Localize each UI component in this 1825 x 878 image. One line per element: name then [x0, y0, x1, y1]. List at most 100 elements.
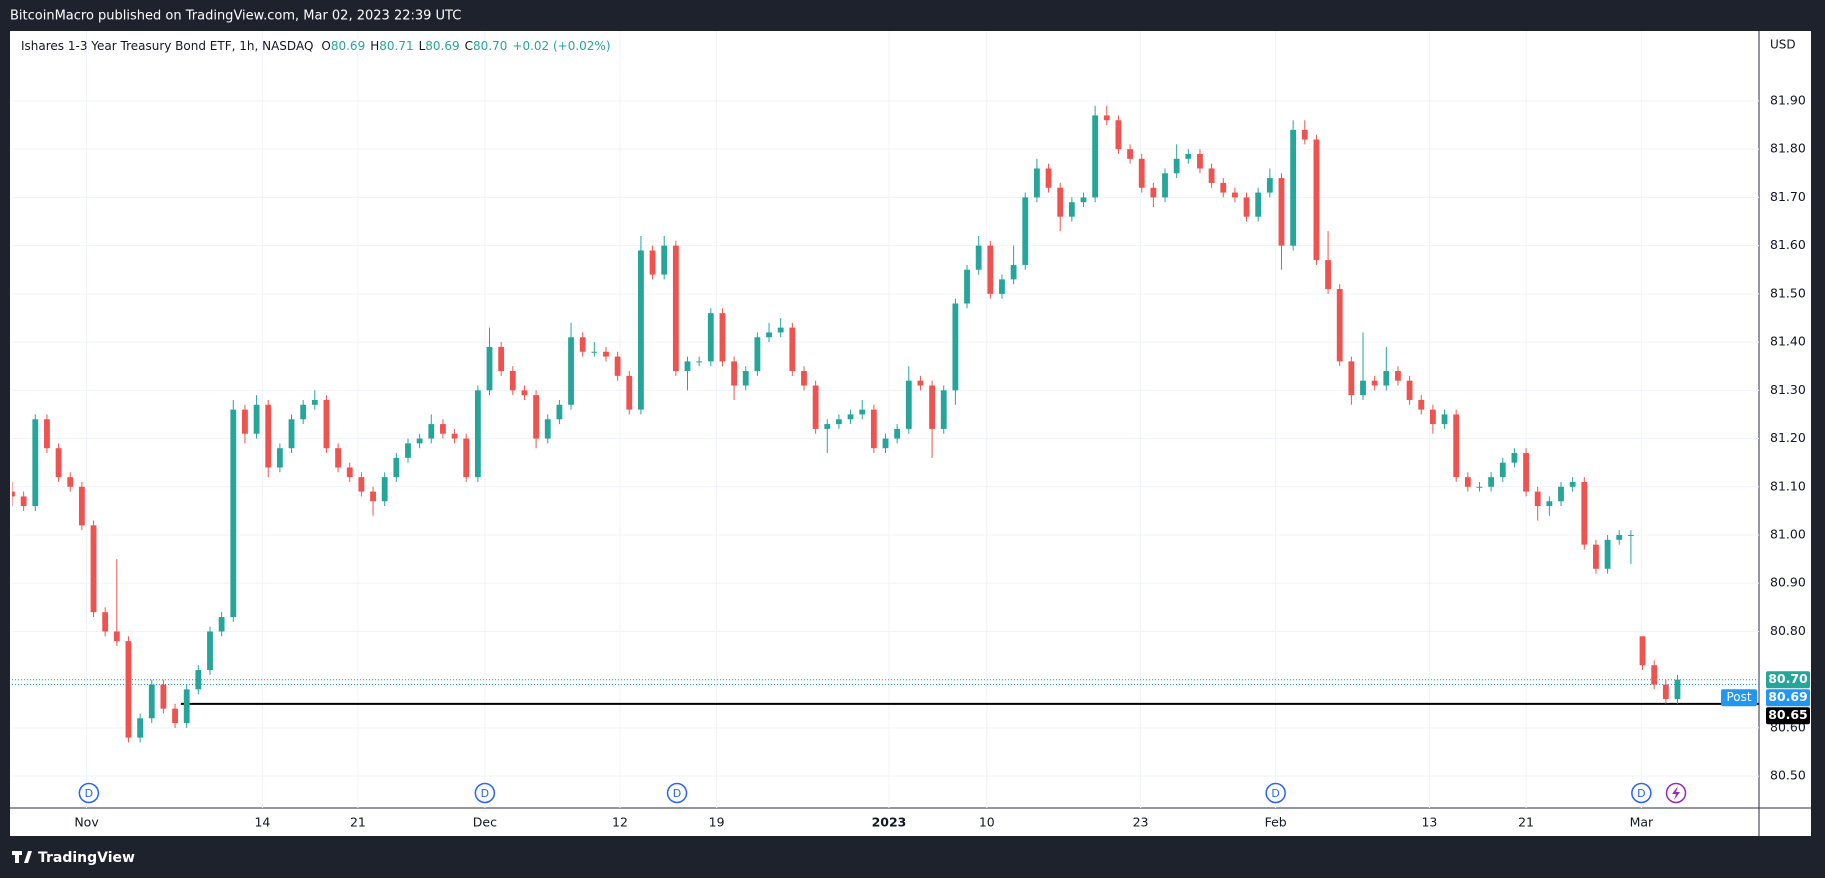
candle-body [1115, 120, 1122, 150]
candle-body [975, 245, 982, 270]
candle-body [859, 409, 866, 415]
candle-body [649, 250, 656, 275]
candle-body [870, 409, 877, 449]
candle-body [1546, 501, 1553, 507]
candle-body [1662, 684, 1669, 699]
y-tick-label: 81.20 [1770, 430, 1806, 445]
candle-body [603, 351, 609, 357]
candle-body [1499, 462, 1506, 478]
candle-body [696, 361, 703, 363]
y-tick-label: 81.10 [1770, 478, 1806, 493]
candle-body [474, 390, 481, 478]
candle-body [1208, 168, 1215, 183]
candle-body [1616, 535, 1623, 540]
x-tick-label: Feb [1265, 815, 1287, 830]
candle-body [1558, 486, 1564, 502]
candle-body [1464, 477, 1471, 487]
candle-body [102, 612, 109, 632]
candle-body [905, 380, 912, 429]
candle-body [218, 617, 225, 632]
candle-body [90, 525, 97, 613]
candle-body [1243, 197, 1250, 217]
candle-body [1138, 158, 1145, 188]
candle-body [323, 399, 330, 449]
candle-body [1569, 481, 1576, 487]
candle-body [428, 424, 435, 439]
candle-body [300, 404, 307, 420]
candle-body [1534, 491, 1541, 507]
y-tick-label: 81.30 [1770, 382, 1806, 397]
candle-body [1383, 371, 1390, 386]
x-tick-label: 14 [254, 815, 270, 830]
x-tick-label: 19 [709, 815, 725, 830]
price-label: 80.70 [1768, 671, 1808, 686]
candle-body [276, 448, 283, 468]
dividend-marker [1631, 782, 1652, 804]
candle-body [288, 419, 295, 449]
ohlc-key: C [465, 39, 473, 53]
candle-body [44, 419, 50, 449]
candle-body [917, 380, 924, 386]
candle-body [20, 496, 27, 507]
candle-body [1045, 168, 1052, 188]
y-tick-label: 81.00 [1770, 527, 1806, 542]
candle-body [614, 356, 621, 376]
price-tag: Post [1726, 690, 1751, 704]
candle-body [1651, 665, 1658, 685]
candle-body [999, 279, 1005, 294]
candle-body [812, 385, 819, 429]
candle-body [67, 477, 74, 487]
brand: TradingView [38, 850, 135, 866]
candle-body [719, 313, 726, 362]
candle-body [1581, 481, 1588, 545]
price-tag-box [1721, 689, 1757, 707]
x-tick-label: 2023 [872, 815, 907, 830]
candle-body [1266, 178, 1273, 193]
candle-body [789, 327, 796, 372]
ohlc-key: L [419, 39, 426, 53]
candle-body [509, 371, 516, 391]
candle-body [1406, 380, 1413, 400]
candle-body [1220, 182, 1227, 193]
candle-body [940, 390, 947, 429]
candle-body [405, 443, 411, 458]
candle-body [544, 419, 551, 439]
candle-body [766, 332, 772, 338]
x-tick-label: 13 [1421, 815, 1437, 830]
candle-body [1395, 371, 1401, 381]
candle-body [440, 424, 446, 434]
candle-body [987, 245, 994, 294]
candle-body [894, 428, 901, 439]
candle-body [172, 708, 178, 724]
candle-body [370, 491, 376, 502]
candle-body [1523, 453, 1529, 492]
y-tick-label: 81.60 [1770, 237, 1806, 252]
candle-body [1360, 380, 1366, 396]
candle-body [801, 371, 807, 386]
candle-body [777, 327, 784, 333]
candle-body [253, 404, 260, 434]
y-tick-label: 80.80 [1770, 623, 1806, 638]
candle-body [486, 346, 493, 391]
price-label: 80.65 [1768, 707, 1808, 722]
chart-frame [10, 31, 1811, 836]
candle-body [463, 438, 470, 478]
candle-body [579, 337, 586, 352]
x-tick-label: Mar [1630, 815, 1654, 830]
candle-body [882, 438, 889, 449]
candle-body [1301, 129, 1308, 140]
candle-body [160, 684, 167, 709]
candle-body [672, 245, 679, 372]
candle-body [393, 457, 400, 478]
candle-body [148, 684, 155, 719]
candle-body [1429, 409, 1436, 425]
candle-body [1674, 679, 1681, 699]
candle-body [824, 424, 831, 429]
candle-body [183, 689, 190, 724]
candle-body [533, 395, 540, 439]
candle-body [416, 438, 423, 444]
candle-body [1593, 544, 1599, 569]
candle-body [358, 477, 365, 492]
y-tick-label: 80.90 [1770, 575, 1806, 590]
candle-body [1488, 477, 1495, 487]
